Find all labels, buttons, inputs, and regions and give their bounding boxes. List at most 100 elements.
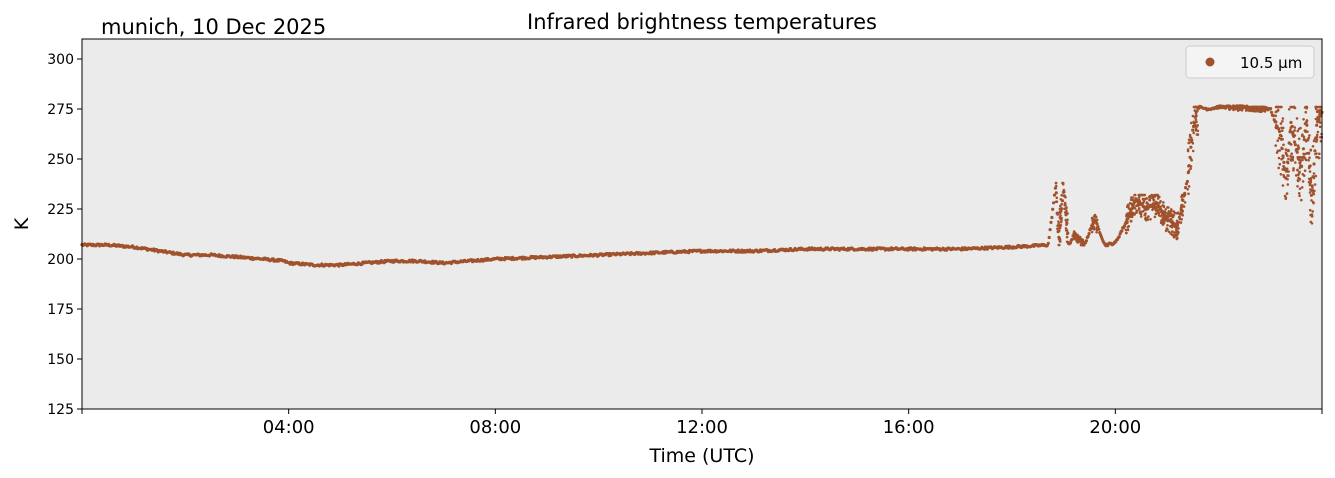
data-point [1282,160,1286,164]
data-point [1300,198,1303,202]
data-point [1289,154,1292,158]
data-point [1140,210,1143,214]
data-point [1191,128,1195,132]
data-point [1295,117,1299,120]
data-point [1304,130,1308,134]
y-tick-label: 250 [47,152,74,168]
y-tick-label: 275 [47,102,74,118]
data-point [1183,201,1187,204]
data-point [1277,156,1281,160]
data-point [1231,105,1235,109]
data-point [1058,211,1062,215]
data-point [1297,192,1301,195]
data-point [1281,184,1285,187]
data-point [1060,193,1063,197]
data-point [1138,193,1142,197]
data-point [1141,197,1145,201]
data-point [1063,201,1067,205]
data-point [1194,118,1198,122]
data-point [1181,203,1184,207]
y-tick-label: 225 [47,202,74,218]
data-point [1302,152,1305,156]
data-point [1302,118,1305,121]
data-point [1255,108,1258,111]
data-point [1061,181,1065,185]
data-point [1065,232,1069,236]
data-point [1065,229,1068,232]
data-point [1303,157,1307,160]
data-point [1065,209,1068,213]
data-point [1126,220,1129,224]
data-point [1248,109,1252,113]
data-point [1296,157,1300,161]
data-point [1316,130,1320,134]
data-point [1280,135,1283,138]
data-point [1235,105,1238,109]
data-point [1318,125,1322,129]
legend-box [1185,45,1315,79]
data-point [1052,193,1057,197]
data-point [1145,204,1149,208]
data-point [1271,114,1275,118]
data-point [1145,197,1149,200]
data-point [1171,233,1175,237]
data-point [1060,218,1063,222]
data-point [1287,108,1291,111]
legend: 10.5 µm [1185,45,1315,79]
data-point [1275,124,1278,127]
data-point [1188,135,1192,138]
data-point [1293,126,1297,129]
data-point [1050,215,1054,220]
data-point [1282,143,1285,147]
data-point [1308,156,1311,160]
data-point [1129,215,1133,218]
data-point [1063,207,1066,211]
data-point [1152,199,1155,202]
data-point [1078,235,1082,239]
data-point [1171,220,1174,223]
data-point [1187,170,1191,174]
data-point [1196,124,1199,127]
data-point [1308,183,1312,187]
data-point [1290,152,1293,155]
data-point [1314,174,1318,178]
data-point [1117,235,1121,239]
data-point [1305,151,1309,155]
data-point [1191,149,1195,153]
data-point [1285,167,1289,170]
data-point [1175,228,1178,232]
data-point [1307,166,1311,170]
data-point [1060,202,1063,206]
data-point [1315,152,1318,155]
data-point [1166,206,1169,209]
data-point [1129,219,1133,223]
data-point [1137,208,1141,211]
data-point [1240,105,1244,109]
data-point [1058,238,1062,241]
data-point [1196,106,1200,110]
data-point [1243,105,1247,109]
data-point [1314,117,1318,121]
data-point [1302,135,1306,139]
data-point [1184,186,1188,190]
data-point [1279,122,1283,125]
data-point [1149,196,1152,200]
data-point [1065,223,1068,226]
data-point [1310,215,1314,218]
data-point [1165,228,1168,232]
data-point [1296,144,1300,147]
data-point [1148,194,1152,198]
data-point [1194,129,1198,132]
data-point [1308,170,1312,173]
data-point [1283,166,1286,169]
data-point [1296,179,1300,182]
data-point [1135,211,1138,214]
data-point [1145,217,1149,220]
data-point [1056,213,1059,216]
data-point [1151,195,1155,198]
data-point [1047,235,1051,240]
data-point [1292,134,1296,137]
y-tick-label: 125 [47,402,74,418]
data-point [1158,206,1162,210]
data-point [1126,216,1130,219]
